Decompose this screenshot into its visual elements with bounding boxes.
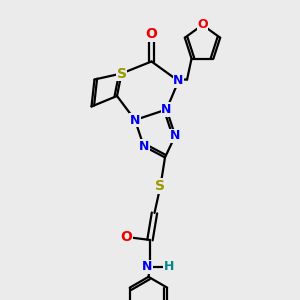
Text: N: N <box>139 140 149 153</box>
Text: H: H <box>164 260 174 273</box>
Text: N: N <box>142 260 152 273</box>
Text: N: N <box>173 74 184 88</box>
Text: O: O <box>120 230 132 244</box>
Text: N: N <box>161 103 172 116</box>
Text: N: N <box>130 113 140 127</box>
Text: S: S <box>116 67 127 80</box>
Text: O: O <box>197 18 208 32</box>
Text: O: O <box>146 28 158 41</box>
Text: N: N <box>170 129 180 142</box>
Text: S: S <box>155 179 166 193</box>
